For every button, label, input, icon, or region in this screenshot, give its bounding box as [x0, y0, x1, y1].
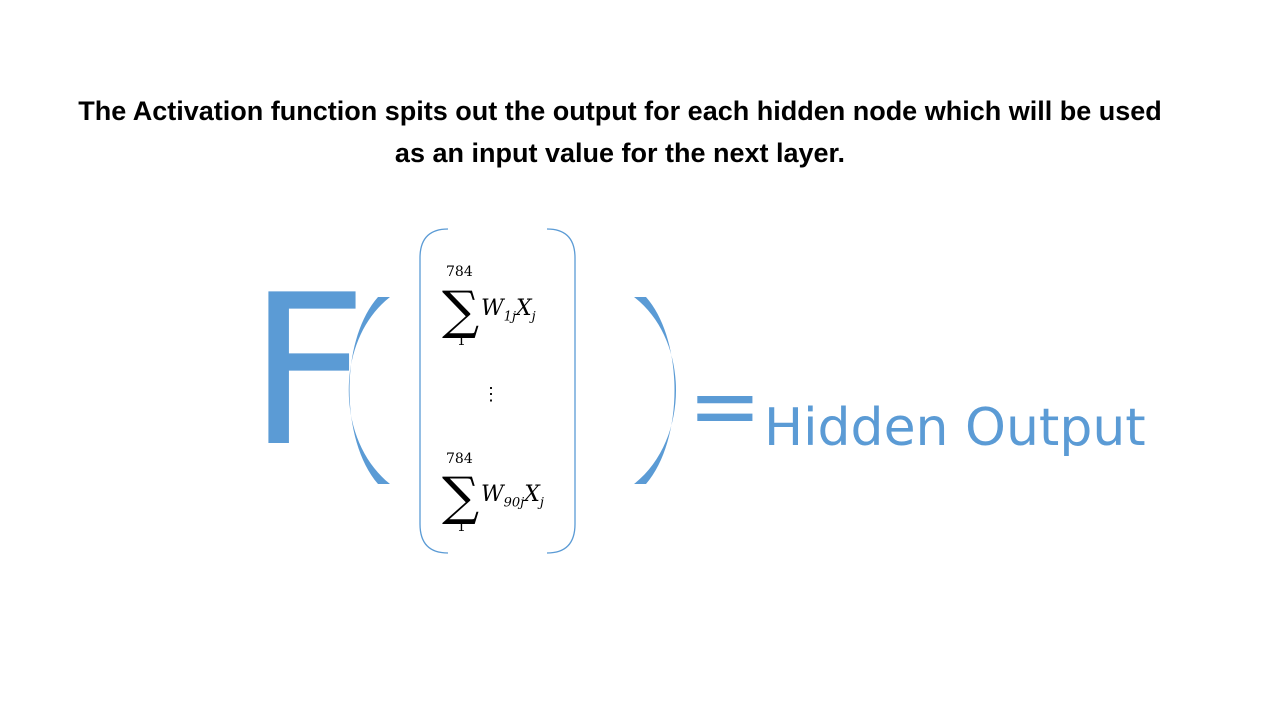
sigma-bottom-icon: ∑	[442, 467, 480, 527]
input-symbol: X	[515, 296, 532, 321]
lower-limit-top: 1	[457, 333, 466, 349]
lower-limit-bottom: 1	[457, 519, 466, 535]
input-subscript: j	[539, 495, 544, 511]
weight-symbol: W	[481, 296, 504, 321]
term-top: W1jXj	[481, 296, 536, 324]
vector-left-bracket	[419, 228, 449, 554]
sigma-top-icon: ∑	[442, 281, 480, 341]
equals-sign: =	[688, 354, 762, 457]
term-bottom: W90jXj	[481, 482, 544, 510]
slide-caption: The Activation function spits out the ou…	[78, 96, 1162, 168]
input-subscript: j	[531, 309, 536, 325]
weight-symbol: W	[481, 482, 504, 507]
right-parenthesis	[634, 297, 676, 484]
upper-limit-bottom: 784	[446, 451, 473, 467]
weight-subscript: 1j	[503, 309, 516, 325]
hidden-output-label: Hidden Output	[764, 398, 1146, 458]
vertical-ellipsis: ⋮	[482, 384, 500, 405]
function-letter: F	[248, 251, 368, 493]
upper-limit-top: 784	[446, 264, 473, 280]
weight-subscript: 90j	[503, 495, 525, 511]
vector-right-bracket	[546, 228, 576, 554]
input-symbol: X	[524, 482, 540, 507]
left-parenthesis	[348, 297, 390, 484]
